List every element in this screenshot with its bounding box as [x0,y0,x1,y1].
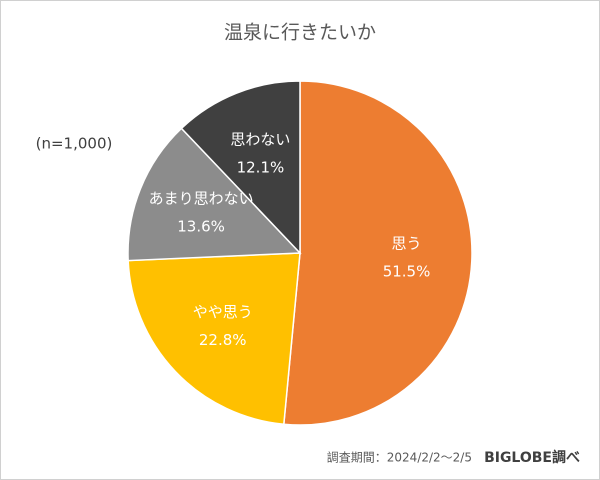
chart-title: 温泉に行きたいか [224,22,376,44]
slice-value-label: 13.6% [177,218,225,236]
slice-label: 思わない [230,130,290,148]
slice-value-label: 22.8% [199,331,247,349]
pie-slice [180,80,301,255]
source-credit: BIGLOBE調べ [484,449,580,466]
slice-value-label: 12.1% [237,158,285,176]
survey-period: 調査期間：2024/2/2～2/5 [327,451,472,465]
slice-value-label: 51.5% [383,263,431,281]
sample-note: (n=1,000) [36,135,113,153]
pie-slice [282,80,473,426]
pie-slice [127,127,302,262]
slice-label: あまり思わない [149,190,254,208]
pie-slice [127,252,301,426]
slice-label: 思う [392,235,422,253]
slice-label: やや思う [193,303,253,321]
